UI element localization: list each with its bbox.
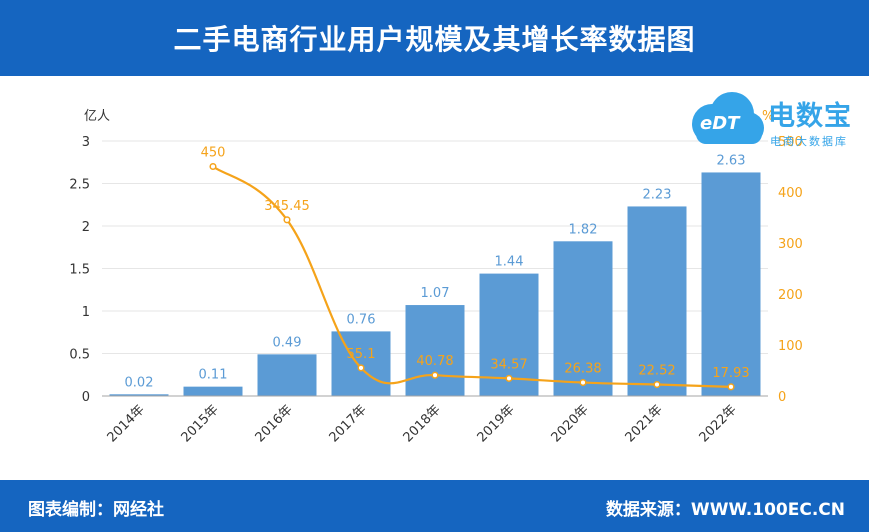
- growth-rate-label: 450: [201, 146, 226, 161]
- watermark-logo-text: eDT: [700, 113, 740, 134]
- x-tick-label: 2017年: [327, 402, 370, 445]
- y-left-tick-label: 3: [82, 135, 90, 150]
- chart-header: 二手电商行业用户规模及其增长率数据图: [0, 0, 869, 76]
- cloud-logo-icon: [692, 92, 764, 144]
- bar: [553, 241, 613, 396]
- growth-rate-point: [653, 380, 661, 389]
- growth-rate-label: 26.38: [564, 362, 601, 377]
- bar-value-label: 1.82: [569, 222, 598, 237]
- y-right-tick-label: 200: [778, 288, 803, 303]
- watermark-title: 电数宝: [768, 101, 852, 132]
- y-right-tick-label: 300: [778, 237, 803, 252]
- growth-rate-label: 55.1: [347, 347, 376, 362]
- bar: [701, 172, 761, 396]
- chart-footer: 图表编制：网经社 数据来源：WWW.100EC.CN: [0, 480, 869, 532]
- growth-rate-point: [283, 216, 291, 224]
- footer-source: 数据来源：WWW.100EC.CN: [605, 500, 845, 520]
- growth-rate-point: [431, 371, 439, 379]
- x-tick-label: 2015年: [179, 402, 222, 445]
- footer-compiler: 图表编制：网经社: [28, 500, 164, 520]
- bar-value-label: 0.49: [273, 335, 302, 350]
- y-right-axis-title: %: [762, 109, 774, 124]
- bar: [331, 331, 391, 396]
- growth-rate-label: 345.45: [264, 199, 310, 214]
- y-right-tick-label: 400: [778, 186, 803, 201]
- bar-value-label: 0.76: [347, 312, 376, 327]
- x-tick-label: 2016年: [253, 402, 296, 445]
- growth-rate-label: 34.57: [490, 357, 527, 372]
- watermark-subtitle: 电商大数据库: [770, 135, 848, 148]
- bar: [627, 206, 687, 396]
- bar-value-label: 1.44: [495, 255, 524, 270]
- growth-rate-point: [209, 162, 217, 171]
- y-right-tick-label: 500: [778, 135, 803, 150]
- y-left-axis-title: 亿人: [84, 109, 110, 124]
- growth-rate-label: 22.52: [638, 364, 675, 379]
- chart-title: 二手电商行业用户规模及其增长率数据图: [173, 23, 696, 56]
- chart-area: 0 0.5 1 1.5 2 2.5 3 0 100 200 300 400 500 亿人 % 0.02 0.11…: [69, 109, 803, 445]
- x-tick-label: 2020年: [549, 402, 592, 445]
- bar-value-label: 0.11: [199, 368, 228, 383]
- y-left-tick-label: 2.5: [69, 178, 90, 193]
- y-right-tick-label: 0: [778, 390, 786, 405]
- bar: [405, 305, 465, 396]
- x-tick-label: 2014年: [105, 402, 148, 445]
- x-tick-label: 2019年: [475, 402, 518, 445]
- x-tick-label: 2021年: [623, 402, 666, 445]
- bar-value-label: 2.63: [717, 153, 746, 168]
- growth-rate-point: [727, 383, 735, 391]
- growth-rate-point: [357, 364, 365, 372]
- growth-rate-label: 40.78: [416, 354, 453, 369]
- x-tick-label: 2018年: [401, 402, 444, 445]
- growth-rate-label: 17.93: [712, 366, 749, 381]
- y-left-tick-label: 2: [82, 220, 90, 235]
- y-left-tick-label: 1: [82, 305, 90, 320]
- y-right-tick-label: 100: [778, 339, 803, 354]
- watermark: eDT 电数宝 电商大数据库: [682, 80, 857, 160]
- bar: [183, 386, 243, 396]
- growth-rate-line: [212, 165, 732, 388]
- y-left-tick-label: 0.5: [69, 348, 90, 363]
- bar-value-label: 2.23: [643, 187, 672, 202]
- y-left-tick-label: 1.5: [69, 263, 90, 278]
- bar: [109, 394, 169, 396]
- growth-rate-point: [579, 378, 587, 387]
- x-tick-label: 2022年: [697, 402, 740, 445]
- bar: [257, 354, 317, 396]
- bar-value-label: 1.07: [421, 286, 450, 301]
- bar-value-label: 0.02: [125, 375, 154, 390]
- growth-rate-point: [505, 374, 513, 382]
- y-left-tick-label: 0: [82, 390, 90, 405]
